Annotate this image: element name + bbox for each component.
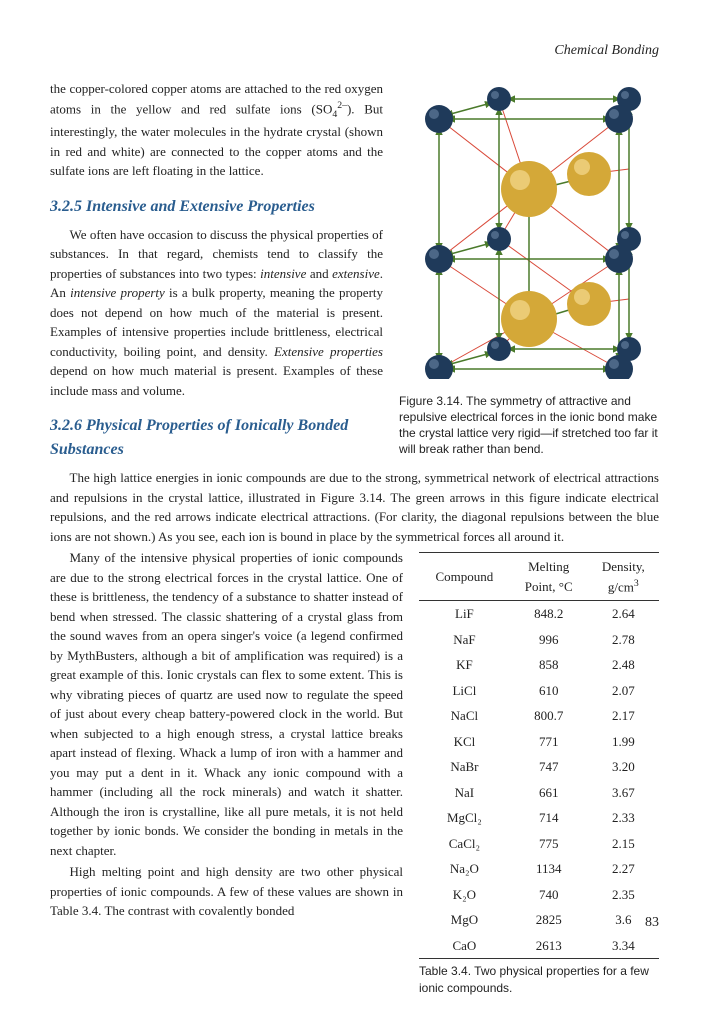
cell-melting: 2825 bbox=[510, 907, 588, 933]
cell-compound: MgO bbox=[419, 907, 510, 933]
figure-caption: Figure 3.14. The symmetry of attractive … bbox=[399, 393, 659, 458]
cell-density: 2.35 bbox=[588, 882, 659, 908]
cell-melting: 2613 bbox=[510, 933, 588, 959]
cell-density: 2.33 bbox=[588, 805, 659, 831]
col-compound: Compound bbox=[419, 553, 510, 601]
cell-melting: 747 bbox=[510, 754, 588, 780]
table-row: LiCl6102.07 bbox=[419, 678, 659, 704]
cell-compound: NaF bbox=[419, 627, 510, 653]
col-melting: MeltingPoint, °C bbox=[510, 553, 588, 601]
cell-density: 2.48 bbox=[588, 652, 659, 678]
cell-melting: 800.7 bbox=[510, 703, 588, 729]
cell-melting: 858 bbox=[510, 652, 588, 678]
col-density: Density,g/cm3 bbox=[588, 553, 659, 601]
cell-density: 3.67 bbox=[588, 780, 659, 806]
cell-compound: NaBr bbox=[419, 754, 510, 780]
cell-density: 2.15 bbox=[588, 831, 659, 857]
table-row: LiF848.22.64 bbox=[419, 601, 659, 627]
cell-density: 2.78 bbox=[588, 627, 659, 653]
cell-density: 2.07 bbox=[588, 678, 659, 704]
main-content: Figure 3.14. The symmetry of attractive … bbox=[50, 79, 659, 921]
table-row: NaCl800.72.17 bbox=[419, 703, 659, 729]
chapter-header: Chemical Bonding bbox=[50, 40, 659, 61]
table-row: MgCl₂7142.33 bbox=[419, 805, 659, 831]
cell-melting: 848.2 bbox=[510, 601, 588, 627]
cell-compound: NaI bbox=[419, 780, 510, 806]
table-row: KCl7711.99 bbox=[419, 729, 659, 755]
cell-melting: 1134 bbox=[510, 856, 588, 882]
cell-melting: 775 bbox=[510, 831, 588, 857]
table-row: K₂O7402.35 bbox=[419, 882, 659, 908]
cell-compound: NaCl bbox=[419, 703, 510, 729]
cell-compound: LiCl bbox=[419, 678, 510, 704]
cell-density: 2.27 bbox=[588, 856, 659, 882]
table-row: NaI6613.67 bbox=[419, 780, 659, 806]
cell-compound: KF bbox=[419, 652, 510, 678]
cell-melting: 771 bbox=[510, 729, 588, 755]
cell-compound: Na₂O bbox=[419, 856, 510, 882]
ionic-properties-table: Compound MeltingPoint, °C Density,g/cm3 … bbox=[419, 552, 659, 959]
cell-melting: 996 bbox=[510, 627, 588, 653]
cell-compound: LiF bbox=[419, 601, 510, 627]
cell-density: 1.99 bbox=[588, 729, 659, 755]
cell-density: 2.17 bbox=[588, 703, 659, 729]
cell-melting: 610 bbox=[510, 678, 588, 704]
table-3-4: Compound MeltingPoint, °C Density,g/cm3 … bbox=[419, 552, 659, 996]
table-row: NaF9962.78 bbox=[419, 627, 659, 653]
cell-compound: CaO bbox=[419, 933, 510, 959]
table-row: NaBr7473.20 bbox=[419, 754, 659, 780]
cell-melting: 661 bbox=[510, 780, 588, 806]
page-number: 83 bbox=[645, 912, 659, 933]
para-3-2-6-a: The high lattice energies in ionic compo… bbox=[50, 468, 659, 546]
cell-compound: MgCl₂ bbox=[419, 805, 510, 831]
cell-compound: KCl bbox=[419, 729, 510, 755]
table-caption: Table 3.4. Two physical properties for a… bbox=[419, 963, 659, 995]
cell-compound: CaCl₂ bbox=[419, 831, 510, 857]
cell-density: 3.20 bbox=[588, 754, 659, 780]
cell-melting: 714 bbox=[510, 805, 588, 831]
table-row: CaO26133.34 bbox=[419, 933, 659, 959]
crystal-lattice-diagram bbox=[399, 79, 659, 379]
cell-density: 3.34 bbox=[588, 933, 659, 959]
figure-3-14: Figure 3.14. The symmetry of attractive … bbox=[399, 79, 659, 457]
table-row: CaCl₂7752.15 bbox=[419, 831, 659, 857]
cell-density: 2.64 bbox=[588, 601, 659, 627]
table-row: KF8582.48 bbox=[419, 652, 659, 678]
table-row: MgO28253.6 bbox=[419, 907, 659, 933]
cell-compound: K₂O bbox=[419, 882, 510, 908]
table-row: Na₂O11342.27 bbox=[419, 856, 659, 882]
cell-melting: 740 bbox=[510, 882, 588, 908]
